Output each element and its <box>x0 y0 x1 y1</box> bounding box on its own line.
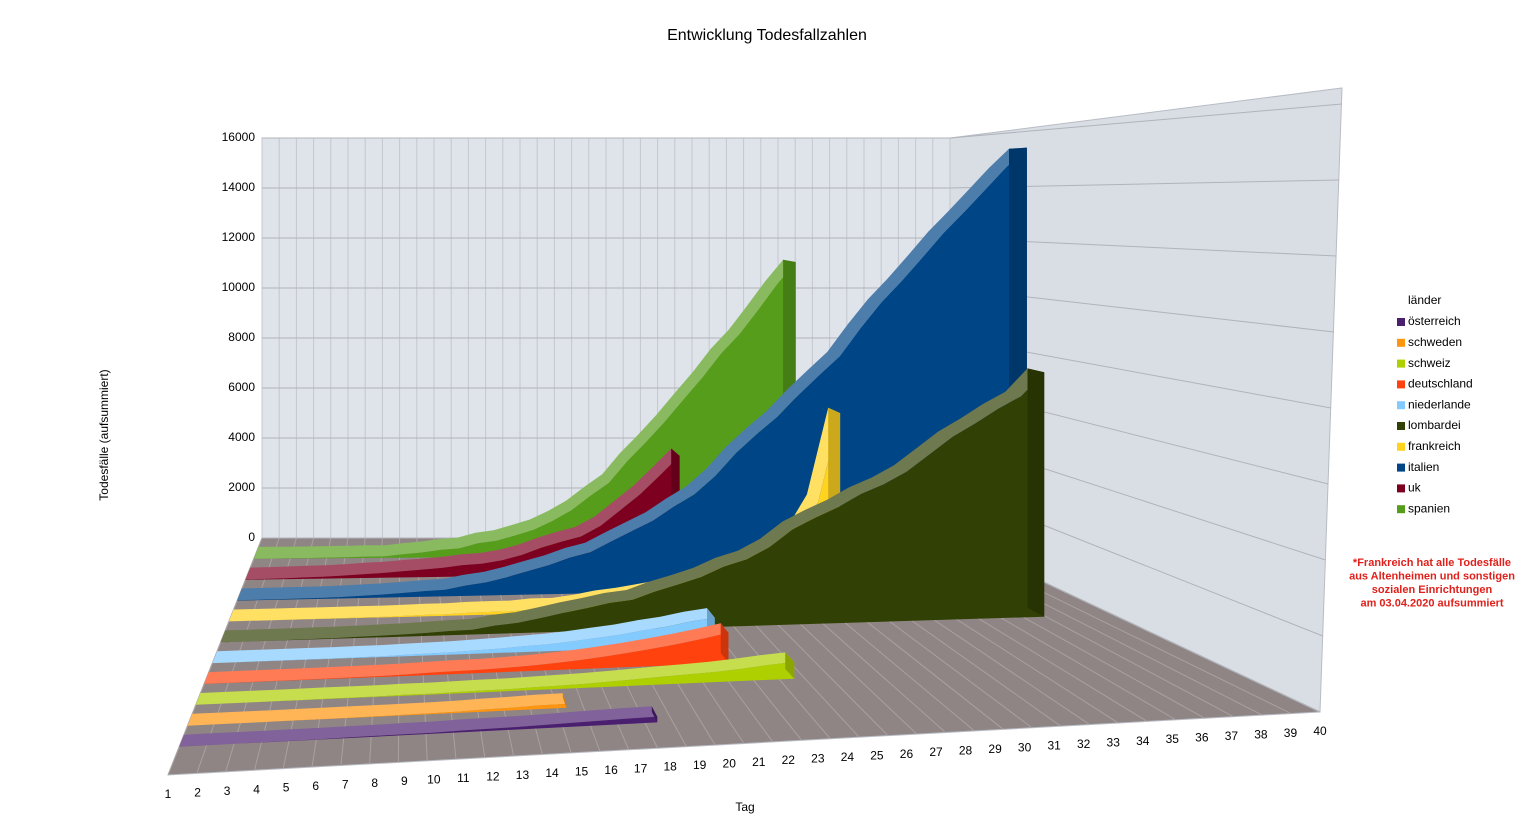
x-tick-label: 6 <box>312 779 319 793</box>
x-tick-label: 21 <box>752 755 766 769</box>
legend-swatch <box>1397 318 1405 326</box>
annotation: sozialen Einrichtungen <box>1372 584 1493 596</box>
legend-swatch <box>1397 401 1405 410</box>
x-tick-label: 13 <box>516 768 530 782</box>
area <box>212 617 715 664</box>
y-tick-label: 4000 <box>228 430 255 444</box>
x-tick-label: 28 <box>959 744 973 758</box>
x-tick-label: 36 <box>1195 731 1209 745</box>
x-tick-label: 16 <box>604 763 618 777</box>
x-tick-label: 37 <box>1225 729 1239 743</box>
x-tick-label: 27 <box>929 745 943 759</box>
x-tick-label: 26 <box>900 747 914 761</box>
x-tick-label: 4 <box>253 782 260 796</box>
x-tick-label: 33 <box>1107 735 1121 749</box>
x-tick-label: 29 <box>988 742 1002 756</box>
x-tick-label: 14 <box>545 766 559 780</box>
legend-label: österreich <box>1408 314 1461 328</box>
x-tick-label: 40 <box>1313 724 1327 738</box>
x-tick-label: 32 <box>1077 737 1091 751</box>
area <box>220 372 1045 643</box>
y-tick-label: 10000 <box>222 280 256 294</box>
legend-swatch <box>1397 380 1405 389</box>
legend-label: deutschland <box>1408 377 1473 391</box>
y-tick-label: 6000 <box>228 380 255 394</box>
area-end <box>720 623 729 664</box>
legend-swatch <box>1397 484 1405 493</box>
legend-swatch <box>1397 463 1405 472</box>
x-tick-label: 38 <box>1254 727 1268 741</box>
y-tick-label: 12000 <box>222 230 256 244</box>
grid-line <box>949 103 1343 139</box>
legend-swatch <box>1397 505 1405 514</box>
x-tick-label: 7 <box>342 777 349 791</box>
legend-swatch <box>1397 422 1405 430</box>
x-tick-label: 1 <box>165 787 172 801</box>
legend-label: schweiz <box>1408 356 1451 370</box>
area-top <box>187 693 567 726</box>
y-tick-label: 8000 <box>228 330 255 344</box>
x-tick-label: 31 <box>1047 739 1061 753</box>
x-tick-label: 17 <box>634 761 648 775</box>
y-tick-label: 16000 <box>222 130 256 144</box>
legend-title: länder <box>1408 293 1441 307</box>
x-tick-label: 15 <box>575 765 589 779</box>
area-top <box>179 706 658 747</box>
area-end <box>651 706 658 723</box>
legend-label: frankreich <box>1408 439 1461 453</box>
area <box>195 662 795 705</box>
y-tick-label: 2000 <box>228 480 255 494</box>
x-tick-label: 10 <box>427 773 441 787</box>
x-tick-label: 35 <box>1166 732 1180 746</box>
annotation: am 03.04.2020 aufsummiert <box>1360 597 1503 609</box>
x-axis-title: Tag <box>735 800 754 814</box>
y-axis-title: Todesfälle (aufsummiert) <box>97 369 111 500</box>
x-tick-label: 20 <box>723 756 737 770</box>
legend-label: niederlande <box>1408 397 1471 411</box>
x-tick-label: 19 <box>693 758 707 772</box>
x-tick-label: 12 <box>486 769 500 783</box>
x-tick-label: 24 <box>841 750 855 764</box>
x-tick-label: 5 <box>283 781 290 795</box>
area-end <box>1027 368 1045 617</box>
legend-label: schweden <box>1408 335 1462 349</box>
legend-swatch <box>1397 442 1405 451</box>
area-top <box>212 608 715 664</box>
x-tick-label: 39 <box>1284 726 1298 740</box>
legend-label: spanien <box>1408 501 1450 515</box>
legend-swatch <box>1397 338 1405 347</box>
x-tick-label: 30 <box>1018 740 1032 754</box>
y-tick-label: 0 <box>248 530 255 544</box>
legend-label: uk <box>1408 481 1422 495</box>
legend-label: italien <box>1408 460 1439 474</box>
chart-title: Entwicklung Todesfallzahlen <box>667 27 867 44</box>
area-end <box>562 693 567 708</box>
x-tick-label: 22 <box>782 753 796 767</box>
x-tick-label: 11 <box>457 771 470 785</box>
annotation: *Frankreich hat alle Todesfälle <box>1353 557 1511 569</box>
y-tick-label: 14000 <box>222 180 256 194</box>
area <box>204 632 729 684</box>
area-top <box>195 652 795 705</box>
x-tick-label: 8 <box>371 776 378 790</box>
area-end <box>785 652 795 679</box>
x-tick-label: 9 <box>401 774 408 788</box>
legend-label: lombardei <box>1408 418 1461 432</box>
x-tick-label: 23 <box>811 752 825 766</box>
x-tick-label: 2 <box>194 786 201 800</box>
x-tick-label: 25 <box>870 748 884 762</box>
legend-swatch <box>1397 359 1405 368</box>
x-tick-label: 3 <box>224 784 231 798</box>
annotation: aus Altenheimen und sonstigen <box>1349 570 1515 582</box>
x-tick-label: 34 <box>1136 734 1150 748</box>
x-tick-label: 18 <box>663 760 677 774</box>
area-top <box>204 623 729 684</box>
